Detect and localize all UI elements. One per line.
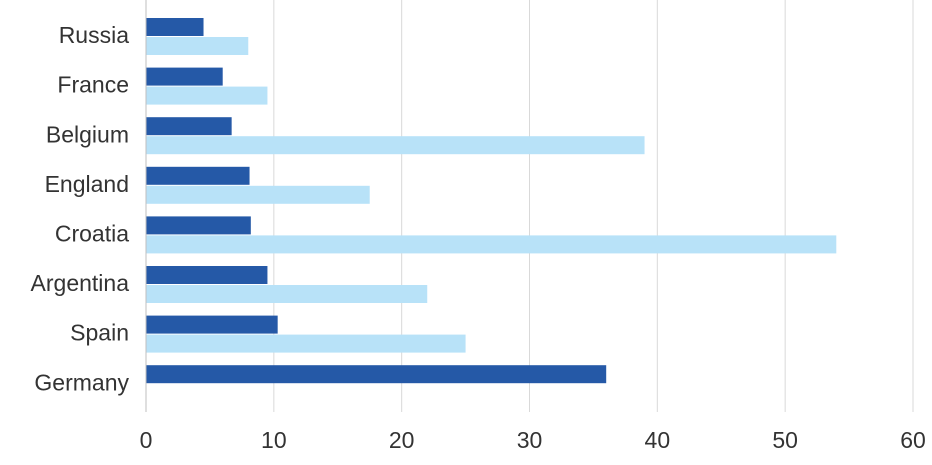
bar-argentina-series-2 xyxy=(146,285,428,303)
bar-argentina-series-1 xyxy=(146,266,268,284)
category-label-croatia: Croatia xyxy=(55,220,129,246)
category-label-russia: Russia xyxy=(59,22,130,48)
category-labels: Russia France Belgium England Croatia Argenti… xyxy=(31,22,130,395)
category-label-germany: Germany xyxy=(34,369,129,395)
x-tick-labels: 0 10 20 30 40 50 60 xyxy=(140,427,926,453)
bar-france-series-1 xyxy=(146,67,223,86)
bar-england-series-2 xyxy=(146,185,370,204)
bar-belgium-series-1 xyxy=(146,117,232,136)
x-tick-label: 30 xyxy=(517,427,543,453)
category-label-spain: Spain xyxy=(70,320,129,346)
bar-croatia-series-1 xyxy=(146,216,251,235)
bar-croatia-series-2 xyxy=(146,235,837,254)
x-tick-label: 20 xyxy=(389,427,415,453)
bar-germany-series-1 xyxy=(146,365,607,384)
x-tick-label: 0 xyxy=(140,427,153,453)
x-tick-label: 40 xyxy=(645,427,671,453)
bar-russia-series-2 xyxy=(146,37,249,55)
x-tick-label: 10 xyxy=(261,427,287,453)
bar-belgium-series-2 xyxy=(146,136,645,155)
x-tick-label: 50 xyxy=(772,427,798,453)
category-label-france: France xyxy=(57,72,129,98)
category-label-england: England xyxy=(45,171,129,197)
bars xyxy=(146,18,837,384)
bar-spain-series-1 xyxy=(146,315,278,334)
bar-england-series-1 xyxy=(146,166,250,185)
bar-russia-series-1 xyxy=(146,18,204,36)
category-label-argentina: Argentina xyxy=(31,270,130,296)
bar-france-series-2 xyxy=(146,86,268,105)
bar-spain-series-2 xyxy=(146,334,466,353)
x-tick-label: 60 xyxy=(900,427,926,453)
category-label-belgium: Belgium xyxy=(46,121,129,147)
